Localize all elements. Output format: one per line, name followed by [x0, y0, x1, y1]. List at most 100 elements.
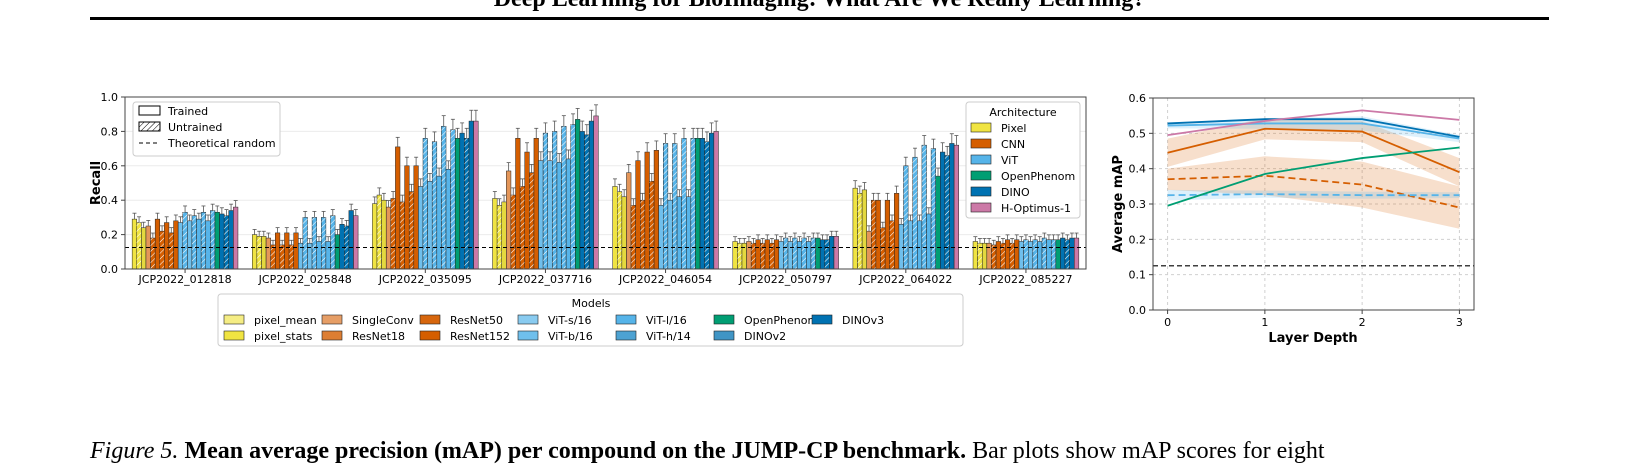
bar-hatch [672, 143, 678, 269]
caption-title: Mean average precision (mAP) per compoun… [184, 438, 967, 464]
architecture-legend-label: ViT [1001, 154, 1018, 167]
bar-series [131, 104, 1080, 270]
bar-hatch [1032, 239, 1038, 269]
model-legend-swatch [223, 330, 245, 341]
architecture-legend-label: CNN [1001, 138, 1025, 151]
pattern-legend-box [132, 101, 281, 157]
bar [1069, 237, 1075, 270]
bar-hatch [783, 238, 788, 269]
bar [353, 215, 359, 270]
bar-hatch [432, 141, 437, 269]
bar [972, 241, 978, 270]
bar-hatch [1042, 238, 1047, 269]
bar-hatch [977, 243, 983, 269]
line-x-ticks: 0 1 2 3 [1164, 310, 1463, 329]
bar [787, 241, 793, 270]
bar [676, 196, 682, 270]
bar-hatch [810, 238, 816, 269]
model-legend-label: ViT-b/16 [548, 330, 593, 343]
bar-hatch [1051, 239, 1056, 269]
bar-y-tick-label: 0.6 [101, 160, 119, 173]
bar-hatch [617, 191, 622, 269]
architecture-legend-swatch [970, 154, 992, 165]
bar [819, 239, 826, 270]
bar-hatch [649, 181, 655, 269]
bar [644, 151, 650, 270]
bar-hatch [1065, 239, 1070, 269]
bar [699, 138, 705, 270]
bar-hatch [921, 145, 927, 269]
model-legend-label: SingleConv [352, 314, 414, 327]
bar [875, 199, 881, 270]
bar [995, 241, 1001, 270]
bar [935, 175, 941, 270]
bar-hatch [441, 126, 447, 270]
bar-x-tick-label: JCP2022_025848 [258, 273, 352, 286]
architecture-legend-box [965, 101, 1081, 219]
bar [709, 132, 715, 270]
model-legend-swatch [517, 330, 539, 341]
bar-hatch [631, 205, 636, 269]
model-legend-swatch [713, 330, 735, 341]
recall-bar-chart: 0.00.20.40.60.81.0 JCP2022_012818 JCP2022… [89, 91, 1087, 347]
bar [1014, 239, 1020, 270]
bar-hatch [991, 244, 997, 269]
bar [695, 138, 701, 270]
legend-untrained: Untrained [168, 121, 222, 134]
model-legend-swatch [517, 314, 539, 325]
bar [806, 241, 812, 270]
bar-hatch [760, 243, 765, 269]
model-legend-swatch [811, 314, 833, 325]
bar [1046, 239, 1052, 270]
bar-hatch [312, 217, 317, 269]
line-y-tick-label: 0.4 [1129, 163, 1147, 176]
line-series-path [1167, 122, 1460, 140]
bar [205, 220, 211, 270]
bar-x-tick-label: JCP2022_012818 [138, 273, 232, 286]
line-x-tick-label: 3 [1456, 316, 1463, 329]
bar-hatch [931, 148, 936, 269]
line-band [1167, 156, 1460, 229]
line-series-path [1167, 146, 1460, 207]
untrained-swatch [138, 121, 161, 132]
bar [833, 236, 839, 270]
models-legend-box [217, 293, 964, 347]
bar-hatch [1000, 243, 1006, 269]
trained-swatch [138, 105, 161, 116]
model-legend-label: ResNet152 [450, 330, 510, 343]
bar [533, 138, 539, 270]
bar [1055, 239, 1061, 270]
legend-trained: Trained [167, 105, 208, 118]
bar-hatch [330, 215, 336, 269]
model-legend-swatch [615, 314, 637, 325]
bar [1037, 241, 1043, 270]
bar [861, 189, 867, 270]
line-x-tick-label: 1 [1261, 316, 1268, 329]
bar-x-tick-label: JCP2022_046054 [618, 273, 712, 286]
bar-hatch [640, 200, 645, 269]
bar [575, 119, 581, 270]
architecture-legend-swatch [970, 186, 992, 197]
bar-hatch [751, 243, 756, 269]
bar [1004, 239, 1011, 270]
bar-hatch [584, 134, 590, 269]
bar [187, 220, 193, 270]
bar [413, 165, 419, 270]
bar [261, 236, 267, 270]
bar-hatch [168, 232, 174, 269]
bar [454, 138, 461, 270]
bar-y-tick-label: 0.4 [101, 194, 119, 207]
line-x-tick-label: 0 [1164, 316, 1171, 329]
model-legend-label: ViT-h/14 [646, 330, 691, 343]
bar [141, 227, 147, 270]
legend-theoretical-random: Theoretical random [167, 137, 276, 150]
bar [764, 239, 770, 270]
bar [894, 193, 900, 270]
bar [612, 186, 618, 270]
models-legend-title: Models [572, 297, 611, 310]
bar-hatch [1023, 239, 1029, 269]
model-legend-label: OpenPhenom [744, 314, 818, 327]
bar [815, 237, 821, 270]
bar-hatch [191, 215, 197, 269]
architecture-legend-swatch [970, 122, 992, 133]
